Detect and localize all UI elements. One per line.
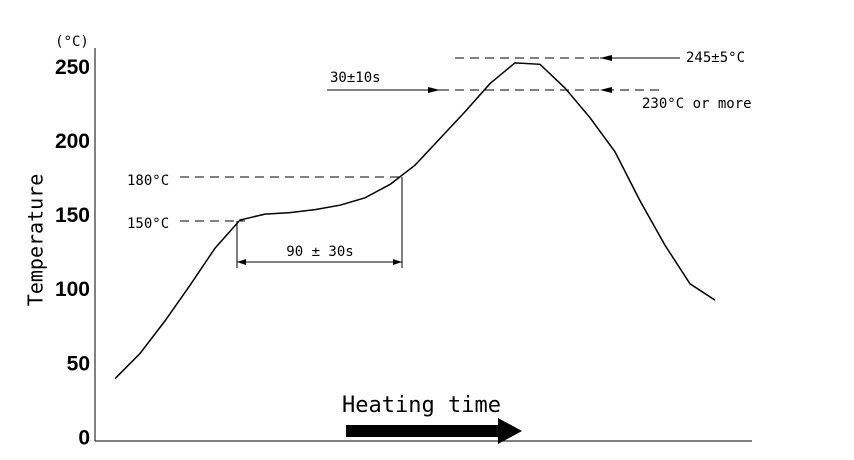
y-tick-label: 150: [55, 204, 90, 227]
y-axis-label: Temperature: [24, 174, 48, 306]
arrow-head: [600, 55, 612, 61]
annotation: 230°C or more: [642, 96, 752, 112]
y-tick-label: 200: [55, 130, 90, 153]
arrow-head: [428, 87, 440, 93]
annotation: 30±10s: [330, 70, 381, 86]
arrow-head: [600, 87, 612, 93]
y-tick-label: 250: [55, 56, 90, 79]
unit-label: (°C): [55, 34, 89, 50]
time-arrow: [346, 418, 522, 444]
annotation: 90 ± 30s: [286, 244, 353, 260]
x-axis-label: Heating time: [342, 393, 501, 418]
y-tick-label: 100: [55, 278, 90, 301]
temperature-curve: [114, 62, 716, 380]
y-tick-label: 0: [78, 427, 90, 450]
annotation: 245±5°C: [686, 50, 745, 66]
annotation: 150°C: [127, 216, 169, 232]
annotation: 180°C: [127, 173, 169, 189]
y-tick-label: 50: [67, 352, 90, 375]
